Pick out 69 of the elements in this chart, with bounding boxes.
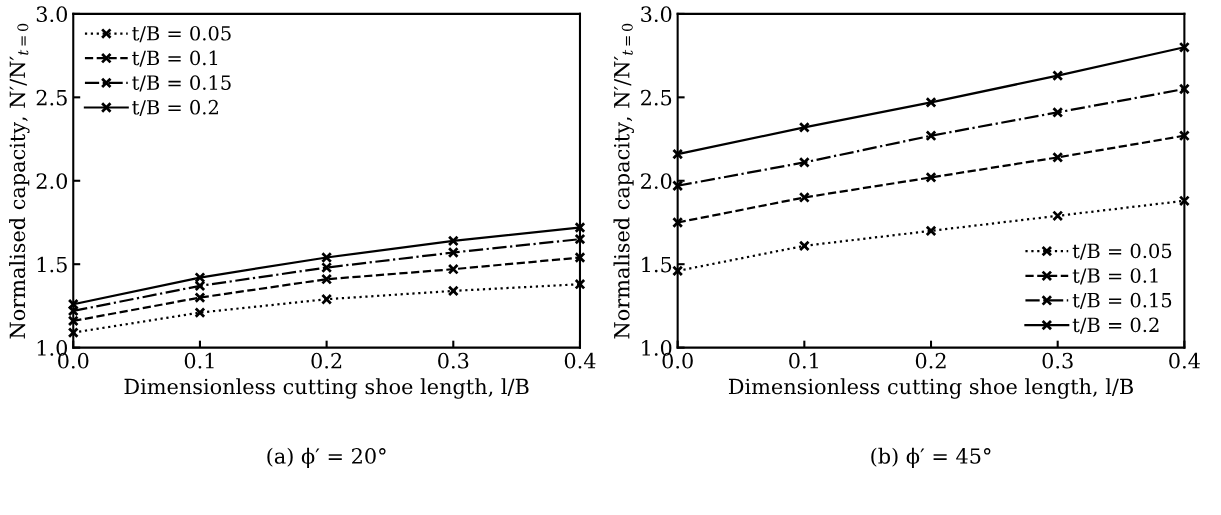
y-tick-label: 3.0 (641, 6, 672, 23)
legend-label: t/B = 0.15 (132, 75, 231, 92)
point (925, 225, 937, 237)
point (798, 240, 810, 252)
point (321, 273, 333, 285)
y-tick-label: 1.5 (642, 256, 672, 273)
point (67, 298, 79, 310)
point (672, 180, 684, 192)
y-tick-label: 1.5 (37, 256, 67, 273)
x-axis-title: Dimensionless cutting shoe length, l/B (124, 378, 529, 399)
y-axis-title: Normalised capacity, N′/N′$_{t=0}$ (613, 23, 634, 339)
point (321, 261, 333, 274)
y-tick-label: 2.0 (641, 173, 672, 189)
point (672, 265, 684, 277)
y-tick-label: 2.5 (36, 89, 67, 106)
point (574, 251, 586, 264)
point (67, 305, 79, 317)
text: (b) ϕ′ = 45° (871, 447, 991, 468)
point (447, 263, 459, 275)
point (1178, 41, 1190, 53)
x-tick-label: 0.4 (1169, 352, 1200, 369)
y-tick-label: 2.0 (36, 173, 68, 189)
x-tick-label: 0.4 (564, 352, 596, 369)
point (194, 292, 206, 304)
x-tick-label: 0.1 (789, 352, 818, 369)
point (1052, 106, 1064, 118)
x-tick-label: 0.2 (311, 352, 342, 369)
point (1178, 130, 1190, 142)
point (574, 221, 586, 234)
point (1052, 210, 1064, 222)
legend-label: t/B = 0.1 (1072, 268, 1158, 285)
y-tick-label: 2.5 (641, 89, 672, 106)
point (1052, 151, 1064, 163)
point (67, 315, 79, 327)
y-tick-label: 3.0 (36, 6, 68, 23)
point (321, 293, 333, 305)
legend-label: t/B = 0.2 (1072, 317, 1159, 334)
legend-label: t/B = 0.1 (132, 50, 218, 67)
legend-label: t/B = 0.15 (1072, 292, 1172, 310)
x-tick-label: 0.3 (438, 352, 469, 369)
x-axis-title: Dimensionless cutting shoe length, l/B (728, 378, 1133, 399)
text: (a) ϕ′ = 20° (267, 447, 386, 468)
point (798, 191, 810, 204)
point (574, 233, 586, 245)
point (925, 171, 937, 183)
x-tick-label: 0.2 (915, 352, 946, 369)
point (574, 278, 586, 290)
point (321, 251, 333, 264)
point (925, 96, 937, 108)
point (798, 156, 810, 168)
point (67, 327, 79, 339)
point (1178, 195, 1190, 207)
point (447, 246, 459, 259)
point (798, 121, 810, 133)
point (672, 148, 684, 160)
point (194, 280, 206, 292)
legend-label: t/B = 0.05 (132, 25, 231, 43)
point (672, 216, 684, 229)
x-tick-label: 0.3 (1042, 352, 1073, 369)
point (447, 235, 459, 247)
point (1178, 83, 1190, 95)
x-tick-label: 0.1 (184, 352, 214, 369)
y-axis-title: Normalised capacity, N′/N′$_{t=0}$ (9, 23, 30, 339)
legend-label: t/B = 0.2 (132, 99, 218, 117)
point (447, 285, 459, 297)
point (1052, 70, 1064, 82)
point (925, 130, 937, 142)
point (194, 307, 206, 319)
legend-label: t/B = 0.05 (1072, 243, 1172, 260)
